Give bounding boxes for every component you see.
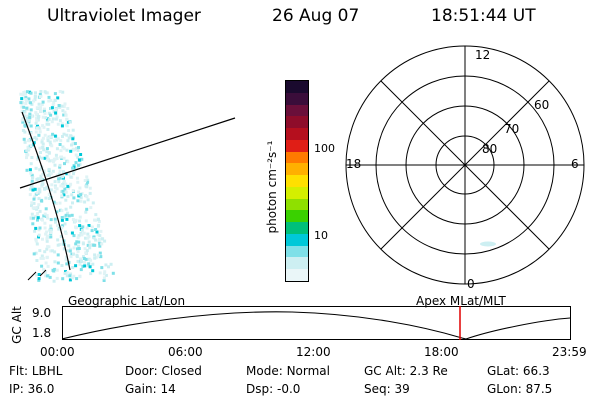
status-mode: Mode: Normal bbox=[246, 364, 330, 378]
mlt-label-12: 12 bbox=[475, 48, 490, 62]
app-title: Ultraviolet Imager bbox=[47, 6, 201, 26]
lat-label-70: 70 bbox=[504, 122, 519, 136]
latitude-grid-line bbox=[19, 117, 236, 189]
timeline-left-title: Geographic Lat/Lon bbox=[68, 294, 186, 308]
status-gain: Gain: 14 bbox=[125, 382, 176, 396]
timeline-xtick-0000: 00:00 bbox=[40, 345, 75, 359]
colorbar-segment bbox=[286, 175, 308, 187]
colorbar-segment bbox=[286, 210, 308, 223]
color-scale-bar bbox=[285, 80, 309, 282]
colorbar-segment bbox=[286, 163, 308, 176]
colorbar-segment bbox=[286, 81, 308, 93]
status-dsp: Dsp: -0.0 bbox=[246, 382, 301, 396]
status-door: Door: Closed bbox=[125, 364, 202, 378]
status-glat: GLat: 66.3 bbox=[487, 364, 550, 378]
longitude-grid-line bbox=[21, 111, 71, 271]
lat-label-60: 60 bbox=[534, 98, 549, 112]
timeline-ylabel: GC Alt bbox=[10, 306, 24, 344]
timeline-xtick-1200: 12:00 bbox=[296, 345, 331, 359]
status-flt: Flt: LBHL bbox=[9, 364, 63, 378]
timeline-right-title: Apex MLat/MLT bbox=[416, 294, 506, 308]
polar-mlt-plot: 12 18 6 0 60 70 80 bbox=[345, 45, 585, 291]
colorbar-segment bbox=[286, 128, 308, 140]
colorbar-unit-label: photon cm⁻²s⁻¹ bbox=[265, 140, 279, 234]
colorbar-segment bbox=[286, 139, 308, 152]
timeline-ytick-min: 1.8 bbox=[32, 326, 52, 340]
colorbar-segment bbox=[286, 198, 308, 211]
status-ip: IP: 36.0 bbox=[9, 382, 55, 396]
polar-diagonal-2 bbox=[380, 80, 550, 250]
status-glon: GLon: 87.5 bbox=[487, 382, 553, 396]
aurora-patch bbox=[480, 241, 496, 247]
colorbar-segment bbox=[286, 222, 308, 234]
mlt-label-6: 6 bbox=[571, 157, 579, 171]
orbit-altitude-timeline bbox=[62, 306, 571, 340]
tick-marks bbox=[27, 269, 47, 281]
aurora-speckle-image bbox=[19, 90, 115, 283]
timeline-ytick-max: 9.0 bbox=[32, 306, 52, 320]
altitude-curve bbox=[62, 311, 571, 340]
colorbar-segment bbox=[286, 245, 308, 258]
colorbar-segment bbox=[286, 257, 308, 270]
colorbar-tick-10: 10 bbox=[314, 229, 328, 242]
timeline-frame bbox=[62, 306, 571, 340]
colorbar-segment bbox=[286, 151, 308, 164]
status-seq: Seq: 39 bbox=[364, 382, 410, 396]
colorbar-segment bbox=[286, 104, 308, 117]
timeline-xtick-0600: 06:00 bbox=[168, 345, 203, 359]
timeline-xtick-1800: 18:00 bbox=[424, 345, 459, 359]
geographic-image-panel bbox=[19, 90, 236, 283]
colorbar-segment bbox=[286, 269, 308, 282]
colorbar-segment bbox=[286, 92, 308, 105]
colorbar-segment bbox=[286, 186, 308, 199]
lat-label-80: 80 bbox=[482, 142, 497, 156]
colorbar-tick-100: 100 bbox=[314, 142, 335, 155]
mlt-label-0: 0 bbox=[467, 277, 475, 291]
status-gc-alt: GC Alt: 2.3 Re bbox=[364, 364, 448, 378]
colorbar-segment bbox=[286, 116, 308, 129]
colorbar-segment bbox=[286, 233, 308, 246]
date-readout: 26 Aug 07 bbox=[272, 6, 360, 26]
time-readout: 18:51:44 UT bbox=[431, 6, 536, 26]
timeline-xtick-2359: 23:59 bbox=[552, 345, 587, 359]
mlt-label-18: 18 bbox=[346, 157, 361, 171]
